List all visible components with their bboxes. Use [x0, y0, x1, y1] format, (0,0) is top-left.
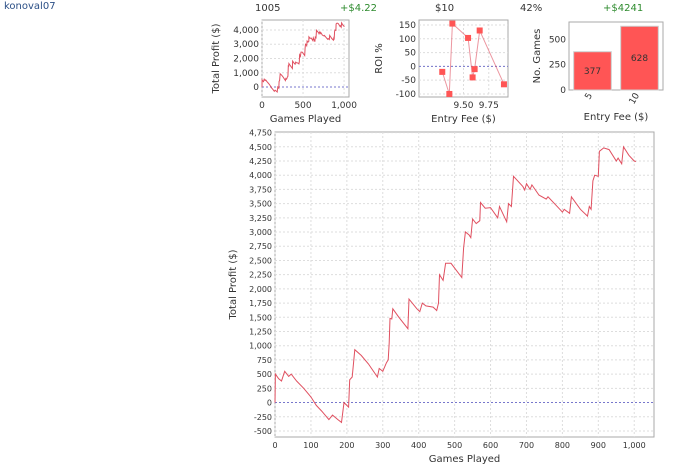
games-by-fee-y-tick-label: 0 [560, 86, 566, 96]
profit-main-y-tick-label: 750 [257, 356, 272, 365]
profit-main-plot-area [274, 131, 655, 438]
games-by-fee-y-axis-label: No. Games [532, 29, 543, 84]
roi-point [439, 68, 446, 75]
profit-main-y-tick-label: 3,500 [249, 200, 272, 209]
profit-main-y-tick-label: -500 [254, 427, 272, 436]
username-link[interactable]: konoval07 [4, 1, 56, 12]
profit-small-y-tick-label: 2,000 [233, 55, 259, 65]
profit-main-y-tick-label: -250 [254, 413, 272, 422]
profit-main-y-tick-label: 500 [257, 370, 272, 379]
bar-value-label: 628 [631, 54, 648, 64]
roi-point [449, 20, 456, 27]
profit-main-x-tick-label: 1,000 [623, 441, 646, 450]
profit-main-y-tick-label: 250 [257, 384, 272, 393]
profit-main-y-tick-label: 4,000 [249, 171, 272, 180]
profit-main-y-tick-label: 0 [267, 399, 272, 408]
roi-y-tick-label: 0 [410, 62, 416, 72]
roi-x-tick-label: 9.50 [453, 101, 473, 111]
profit-main-x-axis-label: Games Played [429, 454, 501, 465]
total-profit: +$4241 [603, 3, 644, 14]
roi-point [471, 66, 478, 73]
profit-small-x-axis-label: Games Played [270, 114, 342, 125]
roi-y-tick-label: 150 [399, 21, 416, 31]
profit-main-y-tick-label: 1,250 [249, 328, 272, 337]
average-profit: +$4.22 [340, 3, 378, 14]
roi-y-tick-label: 100 [399, 35, 416, 45]
profit-small-y-axis-label: Total Profit ($) [211, 23, 222, 94]
profit-main-y-tick-label: 1,750 [249, 299, 272, 308]
roi-point [446, 90, 453, 97]
profit-main-y-tick-label: 3,250 [249, 214, 272, 223]
profit-main-x-tick-label: 400 [411, 441, 426, 450]
games-bar [573, 51, 612, 91]
roi-series-line [441, 22, 505, 95]
profit-main-x-tick-label: 800 [555, 441, 570, 450]
roi-point [500, 81, 507, 88]
roi-point [476, 27, 483, 34]
profit-main-y-tick-label: 2,000 [249, 285, 272, 294]
profit-small-y-tick-label: 3,000 [233, 40, 259, 50]
profit-main-y-tick-label: 1,000 [249, 342, 272, 351]
games-by-fee-y-tick-label: 500 [549, 35, 566, 45]
roi-y-tick-label: -50 [401, 76, 416, 86]
profit-main-series-line [274, 145, 637, 424]
profit-main-y-tick-label: 1,500 [249, 313, 272, 322]
roi-x-axis-label: Entry Fee ($) [431, 114, 496, 125]
roi-point [465, 34, 472, 41]
bar-value-label: 377 [584, 67, 601, 77]
profit-main-y-tick-label: 4,750 [249, 129, 272, 138]
profit-main-x-tick-label: 200 [339, 441, 354, 450]
average-entry-fee: $10 [435, 3, 455, 14]
profit-small-x-tick-label: 1,000 [331, 101, 357, 111]
games-count: 1005 [255, 3, 281, 14]
profit-small-y-tick-label: 0 [253, 83, 259, 93]
roi-y-tick-label: -100 [396, 90, 417, 100]
profit-main-x-tick-label: 0 [272, 441, 277, 450]
profit-main-y-tick-label: 3,000 [249, 228, 272, 237]
profit-main-y-tick-label: 2,250 [249, 271, 272, 280]
profit-main-y-tick-label: 4,500 [249, 143, 272, 152]
profit-main-y-tick-label: 2,500 [249, 256, 272, 265]
roi-x-tick-label: 9.75 [479, 101, 499, 111]
profit-small-y-tick-label: 1,000 [233, 69, 259, 79]
roi-value: 42% [520, 3, 543, 14]
profit-main-x-tick-label: 900 [591, 441, 606, 450]
profit-main-x-tick-label: 300 [375, 441, 390, 450]
profit-small-y-tick-label: 4,000 [233, 26, 259, 36]
profit-small-x-tick-label: 500 [294, 101, 311, 111]
profit-main-x-tick-label: 100 [303, 441, 318, 450]
profit-small-series-line [261, 21, 345, 94]
roi-y-tick-label: 50 [405, 49, 417, 59]
profit-main-x-tick-label: 600 [483, 441, 498, 450]
games-by-fee-x-axis-label: Entry Fee ($) [584, 112, 649, 123]
profit-main-x-tick-label: 500 [447, 441, 462, 450]
bar-category-label: 5 [584, 92, 596, 102]
bar-category-label: 10 [628, 91, 643, 106]
profit-main-y-tick-label: 3,750 [249, 185, 272, 194]
games-by-fee-y-tick-label: 250 [549, 61, 566, 71]
roi-point [469, 74, 476, 81]
profit-main-y-axis-label: Total Profit ($) [228, 249, 239, 320]
profit-main-y-tick-label: 4,250 [249, 157, 272, 166]
games-bar [620, 25, 659, 91]
roi-y-axis-label: ROI % [374, 43, 385, 73]
profit-small-x-tick-label: 0 [259, 101, 265, 111]
profit-main-y-tick-label: 2,750 [249, 242, 272, 251]
profit-main-x-tick-label: 700 [519, 441, 534, 450]
